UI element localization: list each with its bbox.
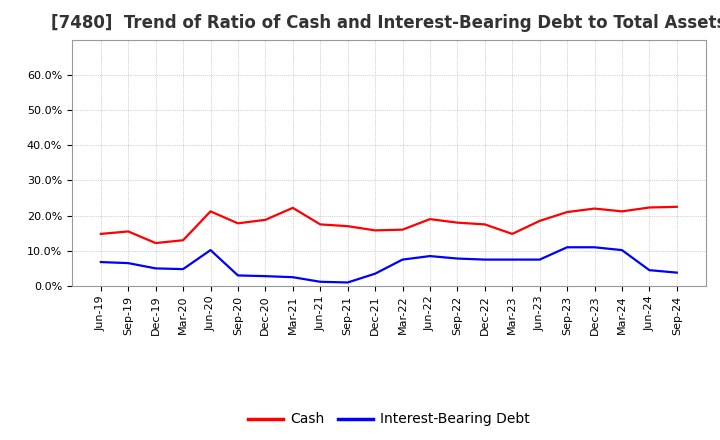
Cash	[343, 224, 352, 229]
Interest-Bearing Debt	[672, 270, 681, 275]
Interest-Bearing Debt	[563, 245, 572, 250]
Cash	[261, 217, 270, 223]
Line: Interest-Bearing Debt: Interest-Bearing Debt	[101, 247, 677, 282]
Cash	[206, 209, 215, 214]
Cash	[536, 218, 544, 224]
Interest-Bearing Debt	[453, 256, 462, 261]
Cash	[371, 228, 379, 233]
Interest-Bearing Debt	[233, 273, 242, 278]
Cash	[672, 204, 681, 209]
Cash	[563, 209, 572, 215]
Interest-Bearing Debt	[618, 247, 626, 253]
Interest-Bearing Debt	[343, 280, 352, 285]
Interest-Bearing Debt	[398, 257, 407, 262]
Cash	[590, 206, 599, 211]
Legend: Cash, Interest-Bearing Debt: Cash, Interest-Bearing Debt	[243, 407, 535, 432]
Interest-Bearing Debt	[508, 257, 516, 262]
Interest-Bearing Debt	[179, 267, 187, 272]
Cash	[96, 231, 105, 237]
Line: Cash: Cash	[101, 207, 677, 243]
Interest-Bearing Debt	[371, 271, 379, 276]
Cash	[645, 205, 654, 210]
Interest-Bearing Debt	[206, 247, 215, 253]
Cash	[233, 221, 242, 226]
Cash	[179, 238, 187, 243]
Cash	[453, 220, 462, 225]
Interest-Bearing Debt	[261, 274, 270, 279]
Interest-Bearing Debt	[536, 257, 544, 262]
Interest-Bearing Debt	[590, 245, 599, 250]
Cash	[151, 240, 160, 246]
Title: [7480]  Trend of Ratio of Cash and Interest-Bearing Debt to Total Assets: [7480] Trend of Ratio of Cash and Intere…	[51, 15, 720, 33]
Interest-Bearing Debt	[645, 268, 654, 273]
Interest-Bearing Debt	[316, 279, 325, 284]
Cash	[398, 227, 407, 232]
Interest-Bearing Debt	[151, 266, 160, 271]
Interest-Bearing Debt	[480, 257, 489, 262]
Cash	[480, 222, 489, 227]
Cash	[289, 205, 297, 210]
Cash	[426, 216, 434, 222]
Cash	[316, 222, 325, 227]
Interest-Bearing Debt	[426, 253, 434, 259]
Interest-Bearing Debt	[124, 260, 132, 266]
Cash	[618, 209, 626, 214]
Interest-Bearing Debt	[289, 275, 297, 280]
Cash	[508, 231, 516, 237]
Interest-Bearing Debt	[96, 260, 105, 265]
Cash	[124, 229, 132, 234]
